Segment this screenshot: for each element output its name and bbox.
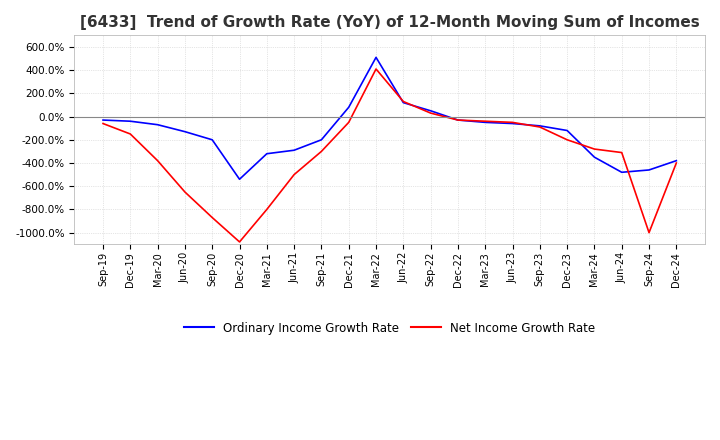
Ordinary Income Growth Rate (263, 151, 271, 156)
Ordinary Income Growth Rate (536, 123, 544, 128)
Net Income Growth Rate (644, 230, 653, 235)
Net Income Growth Rate (126, 132, 135, 137)
Ordinary Income Growth Rate (481, 120, 490, 125)
Title: [6433]  Trend of Growth Rate (YoY) of 12-Month Moving Sum of Incomes: [6433] Trend of Growth Rate (YoY) of 12-… (80, 15, 700, 30)
Ordinary Income Growth Rate (590, 154, 599, 160)
Ordinary Income Growth Rate (454, 117, 462, 123)
Ordinary Income Growth Rate (372, 55, 380, 60)
Net Income Growth Rate (426, 110, 435, 116)
Ordinary Income Growth Rate (563, 128, 572, 133)
Line: Ordinary Income Growth Rate: Ordinary Income Growth Rate (103, 57, 676, 179)
Ordinary Income Growth Rate (426, 108, 435, 114)
Ordinary Income Growth Rate (235, 176, 244, 182)
Ordinary Income Growth Rate (153, 122, 162, 127)
Net Income Growth Rate (454, 117, 462, 123)
Net Income Growth Rate (290, 172, 299, 177)
Ordinary Income Growth Rate (181, 129, 189, 134)
Ordinary Income Growth Rate (99, 117, 107, 123)
Net Income Growth Rate (99, 121, 107, 126)
Ordinary Income Growth Rate (290, 147, 299, 153)
Ordinary Income Growth Rate (644, 167, 653, 172)
Ordinary Income Growth Rate (208, 137, 217, 143)
Net Income Growth Rate (590, 147, 599, 152)
Net Income Growth Rate (372, 66, 380, 72)
Net Income Growth Rate (263, 207, 271, 212)
Ordinary Income Growth Rate (317, 137, 325, 143)
Ordinary Income Growth Rate (508, 121, 517, 126)
Net Income Growth Rate (399, 99, 408, 104)
Ordinary Income Growth Rate (672, 158, 680, 163)
Net Income Growth Rate (563, 137, 572, 143)
Net Income Growth Rate (508, 120, 517, 125)
Net Income Growth Rate (208, 215, 217, 220)
Net Income Growth Rate (317, 149, 325, 154)
Net Income Growth Rate (672, 160, 680, 165)
Ordinary Income Growth Rate (126, 118, 135, 124)
Ordinary Income Growth Rate (618, 170, 626, 175)
Net Income Growth Rate (536, 125, 544, 130)
Line: Net Income Growth Rate: Net Income Growth Rate (103, 69, 676, 242)
Net Income Growth Rate (344, 120, 353, 125)
Net Income Growth Rate (481, 118, 490, 124)
Legend: Ordinary Income Growth Rate, Net Income Growth Rate: Ordinary Income Growth Rate, Net Income … (179, 317, 600, 339)
Net Income Growth Rate (153, 158, 162, 163)
Net Income Growth Rate (235, 239, 244, 245)
Net Income Growth Rate (618, 150, 626, 155)
Ordinary Income Growth Rate (344, 105, 353, 110)
Net Income Growth Rate (181, 189, 189, 194)
Ordinary Income Growth Rate (399, 100, 408, 105)
